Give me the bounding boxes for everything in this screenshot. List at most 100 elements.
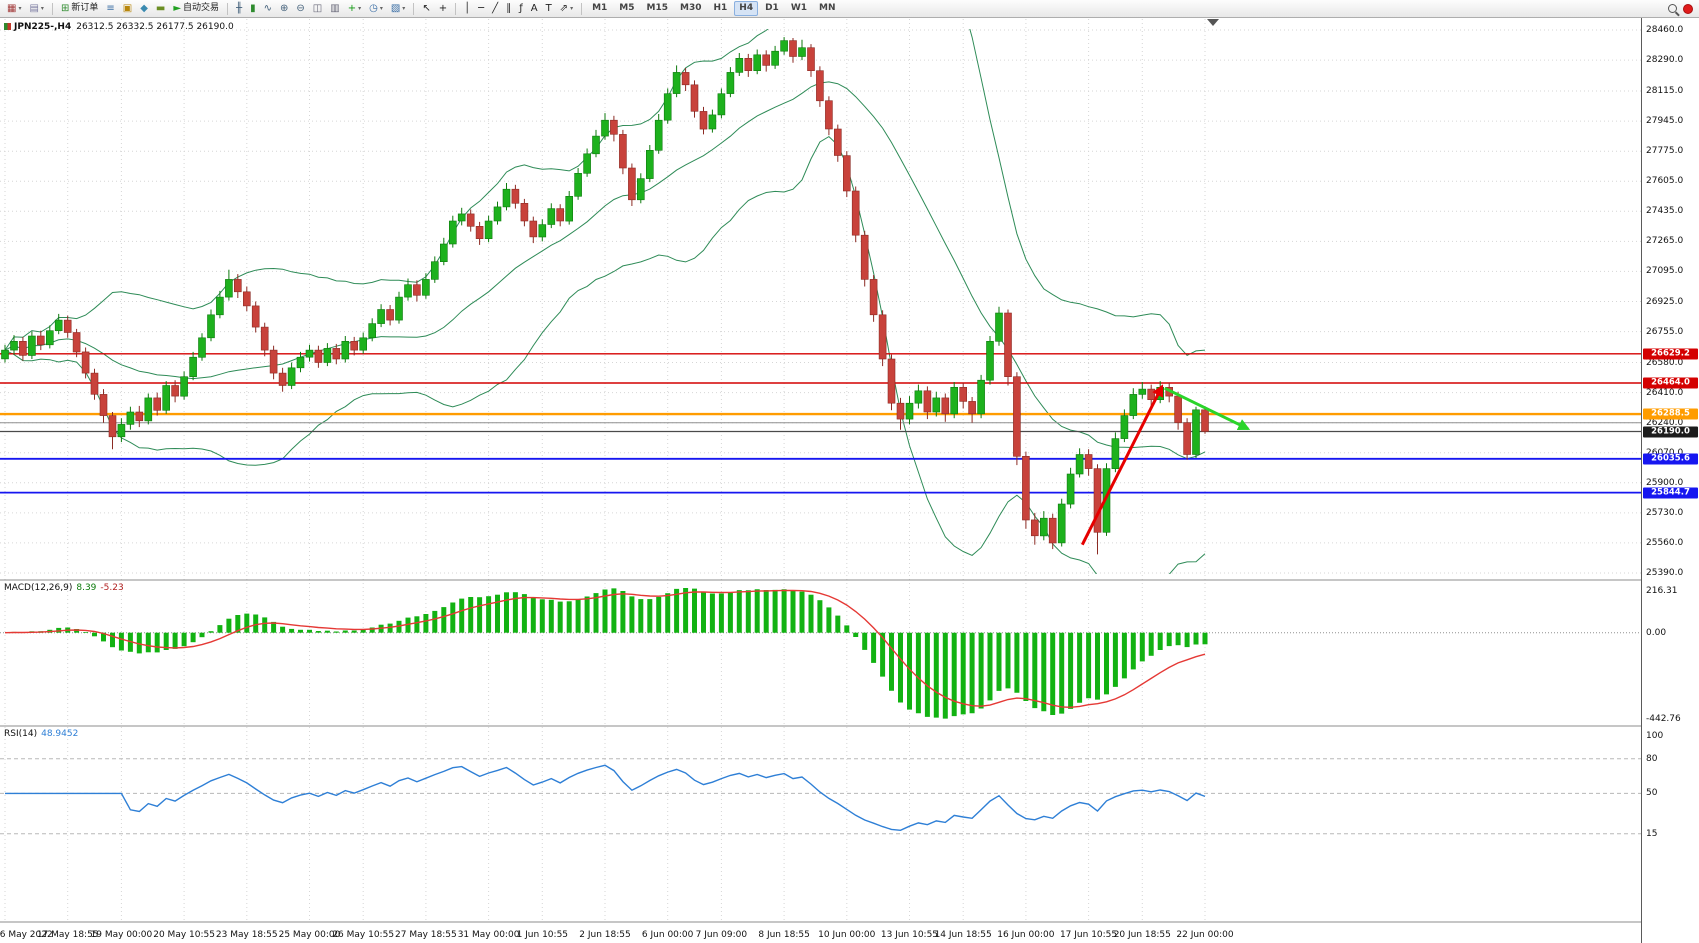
candles-series bbox=[1, 37, 1209, 555]
search-icon[interactable] bbox=[1668, 4, 1677, 13]
vertical-line-icon[interactable]: │ bbox=[464, 3, 471, 14]
timeframe-button-h4[interactable]: H4 bbox=[734, 1, 759, 16]
timeframe-button-d1[interactable]: D1 bbox=[765, 3, 779, 13]
candlestick bbox=[977, 379, 985, 415]
chart-shift-marker[interactable] bbox=[1207, 19, 1219, 26]
line-chart-icon[interactable]: ∿ bbox=[263, 3, 272, 14]
horizontal-line-icon[interactable]: ─ bbox=[478, 3, 485, 14]
bar-chart-icon[interactable]: ╫ bbox=[236, 3, 243, 14]
chart-workspace[interactable]: JPN225-,H4 26312.5 26332.5 26177.5 26190.… bbox=[0, 18, 1699, 943]
data-window-icon[interactable]: ▣ bbox=[122, 3, 133, 14]
new-chart-icon[interactable]: ▦ ▾ bbox=[7, 3, 22, 14]
price-tag: 26035.6 bbox=[1643, 453, 1698, 465]
market-watch-icon[interactable]: ≡ bbox=[106, 3, 115, 14]
text-icon[interactable]: A bbox=[530, 3, 538, 14]
cursor-icon[interactable]: ↖ bbox=[422, 3, 431, 14]
candlestick bbox=[198, 337, 206, 358]
candlestick bbox=[81, 351, 90, 374]
timeframe-button-m30[interactable]: M30 bbox=[680, 3, 702, 13]
cascade-windows-icon[interactable]: ▥ bbox=[330, 3, 340, 14]
arrows-icon[interactable]: ⇗ ▾ bbox=[559, 3, 574, 14]
rsi-scale-label: 50 bbox=[1646, 788, 1658, 799]
candlestick-chart-icon[interactable]: ▮ bbox=[250, 3, 256, 14]
candlestick bbox=[332, 348, 341, 360]
candlestick bbox=[180, 376, 188, 397]
candlestick bbox=[681, 72, 690, 86]
trend-arrow[interactable] bbox=[1080, 384, 1164, 546]
bollinger-lower-band bbox=[4, 135, 1206, 574]
candlestick bbox=[887, 358, 896, 404]
candlestick bbox=[457, 213, 466, 222]
candlestick bbox=[359, 337, 368, 351]
grid bbox=[0, 19, 1641, 922]
candlestick bbox=[207, 314, 215, 339]
time-axis-label: 6 Jun 00:00 bbox=[641, 930, 694, 940]
price-tag: 26629.2 bbox=[1643, 348, 1698, 360]
time-axis-label: 26 May 10:55 bbox=[332, 930, 395, 940]
fibonacci-icon[interactable]: ƒ bbox=[519, 3, 523, 14]
time-axis-label: 1 Jun 10:55 bbox=[516, 930, 569, 940]
candlestick bbox=[243, 291, 251, 307]
zoom-in-icon[interactable]: ⊕ bbox=[280, 3, 289, 14]
indicators-icon[interactable]: + ▾ bbox=[347, 3, 362, 14]
candlestick bbox=[583, 153, 591, 174]
profiles-icon[interactable]: ▤ ▾ bbox=[29, 3, 44, 14]
equidistant-channel-icon[interactable]: ∥ bbox=[506, 3, 512, 14]
rsi-indicator-label: RSI(14) 48.9452 bbox=[4, 729, 78, 739]
timeframe-button-m1[interactable]: M1 bbox=[592, 3, 608, 13]
candlestick bbox=[771, 50, 779, 66]
candlestick bbox=[1183, 422, 1191, 455]
candlestick bbox=[135, 411, 144, 422]
candlestick bbox=[538, 224, 547, 238]
periods-icon[interactable]: ◷ ▾ bbox=[369, 3, 383, 14]
candlestick bbox=[645, 150, 654, 179]
price-axis-label: 28460.0 bbox=[1646, 25, 1684, 35]
time-axis-label: 17 Jun 10:55 bbox=[1059, 930, 1118, 940]
time-axis-label: 16 May 2022 bbox=[0, 930, 53, 940]
trendline-icon[interactable]: ╱ bbox=[492, 3, 499, 14]
macd-name: MACD(12,26,9) bbox=[4, 583, 73, 593]
navigator-icon[interactable]: ◆ bbox=[140, 3, 148, 14]
auto-trading-button[interactable]: ► 自动交易 bbox=[173, 3, 220, 14]
candlestick bbox=[923, 390, 932, 413]
candlestick bbox=[1004, 312, 1012, 378]
candlestick bbox=[1066, 473, 1075, 505]
timeframe-button-mn[interactable]: MN bbox=[819, 3, 836, 13]
chart-canvas[interactable] bbox=[0, 18, 1699, 943]
candlestick bbox=[762, 54, 771, 66]
candlestick bbox=[842, 155, 851, 192]
candlestick bbox=[448, 220, 457, 245]
candlestick bbox=[386, 309, 394, 321]
candlestick bbox=[717, 93, 726, 116]
timeframe-button-m5[interactable]: M5 bbox=[619, 3, 635, 13]
notification-badge[interactable] bbox=[1683, 3, 1693, 14]
candlestick bbox=[90, 372, 99, 395]
candlestick bbox=[117, 424, 126, 438]
rsi-line bbox=[5, 764, 1206, 832]
candlestick bbox=[1147, 388, 1155, 401]
price-axis[interactable]: 28460.0 28290.0 28115.0 27945.0 27775.0 27605… bbox=[1641, 18, 1699, 943]
time-axis-label: 10 Jun 00:00 bbox=[818, 930, 876, 940]
zoom-out-icon[interactable]: ⊖ bbox=[296, 3, 305, 14]
new-order-button[interactable]: ⊞ 新订单 bbox=[60, 3, 99, 14]
trend-arrow[interactable] bbox=[1164, 386, 1251, 431]
candlestick bbox=[601, 119, 609, 137]
toolbar-separator bbox=[51, 2, 53, 15]
timeframe-button-w1[interactable]: W1 bbox=[790, 3, 808, 13]
price-axis-label: 27095.0 bbox=[1646, 266, 1684, 277]
text-label-icon[interactable]: T bbox=[545, 3, 552, 14]
templates-icon[interactable]: ▧ ▾ bbox=[390, 3, 406, 14]
candlestick bbox=[430, 261, 439, 280]
candlestick bbox=[986, 340, 994, 381]
price-tag: 26464.0 bbox=[1643, 377, 1698, 389]
terminal-icon[interactable]: ▬ bbox=[155, 3, 166, 14]
candlestick bbox=[493, 206, 502, 222]
timeframe-button-h1[interactable]: H1 bbox=[713, 3, 728, 13]
candlestick bbox=[323, 348, 332, 363]
crosshair-icon[interactable]: + bbox=[438, 3, 448, 14]
timeframe-button-m15[interactable]: M15 bbox=[646, 3, 668, 13]
tile-windows-icon[interactable]: ◫ bbox=[312, 3, 323, 14]
candlestick bbox=[654, 119, 663, 151]
candlestick bbox=[1040, 517, 1048, 537]
